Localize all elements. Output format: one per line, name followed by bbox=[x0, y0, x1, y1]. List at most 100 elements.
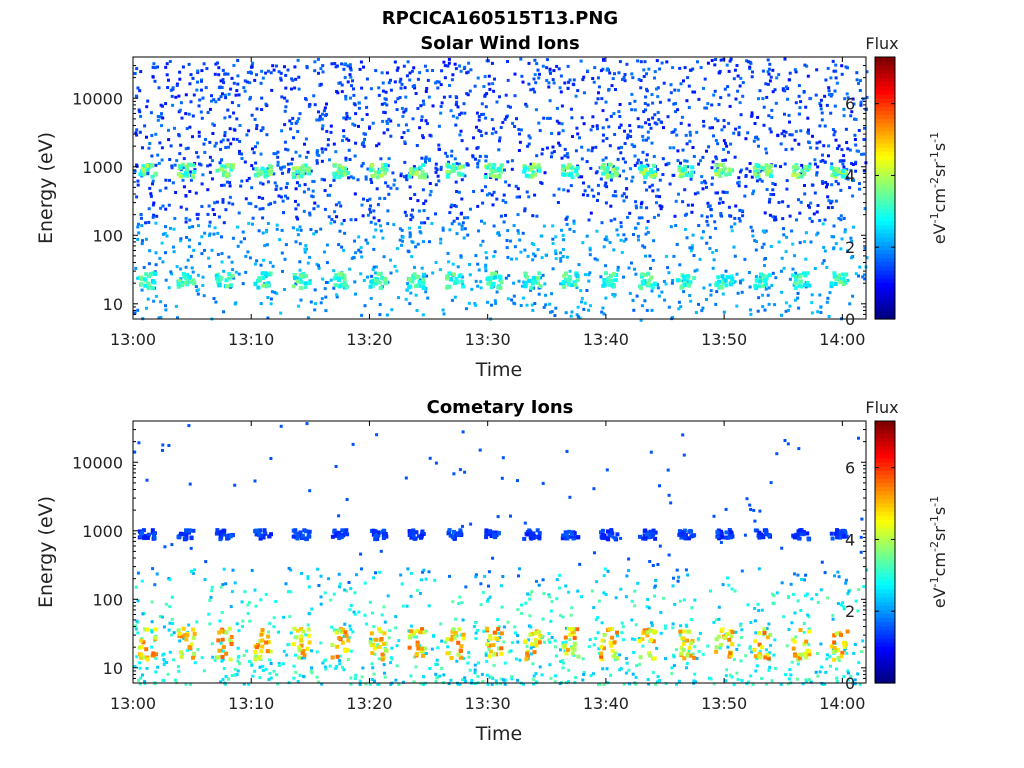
spectrogram-cell bbox=[810, 301, 814, 305]
spectrogram-cell bbox=[372, 235, 376, 239]
spectrogram-cell bbox=[688, 133, 692, 137]
spectrogram-cell bbox=[690, 246, 694, 250]
spectrogram-cell bbox=[326, 143, 330, 147]
spectrogram-cell bbox=[834, 199, 838, 203]
spectrogram-cell bbox=[192, 281, 197, 286]
colorbar-segment bbox=[875, 261, 895, 267]
spectrogram-cell bbox=[518, 132, 521, 136]
spectrogram-cell bbox=[721, 159, 725, 162]
spectrogram-cell bbox=[177, 631, 182, 636]
spectrogram-cell bbox=[861, 275, 865, 279]
spectrogram-cell bbox=[729, 274, 734, 279]
spectrogram-cell bbox=[627, 682, 631, 686]
spectrogram-cell bbox=[150, 530, 155, 535]
spectrogram-cell bbox=[662, 126, 665, 130]
spectrogram-cell bbox=[567, 172, 572, 177]
spectrogram-cell bbox=[419, 231, 423, 235]
spectrogram-cell bbox=[732, 658, 736, 661]
spectrogram-cell bbox=[337, 572, 341, 576]
spectrogram-cell bbox=[220, 164, 225, 169]
spectrogram-cell bbox=[763, 278, 768, 283]
spectrogram-cell bbox=[836, 182, 840, 186]
spectrogram-cell bbox=[360, 203, 364, 207]
spectrogram-cell bbox=[463, 65, 467, 69]
spectrogram-cell bbox=[289, 631, 293, 635]
spectrogram-cell bbox=[517, 231, 520, 235]
spectrogram-cell bbox=[557, 121, 561, 125]
spectrogram-cell bbox=[799, 279, 803, 284]
spectrogram-cell bbox=[342, 67, 346, 71]
spectrogram-cell bbox=[681, 115, 684, 119]
spectrogram-cell bbox=[458, 133, 462, 137]
spectrogram-cell bbox=[429, 189, 433, 193]
spectrogram-cell bbox=[272, 625, 276, 629]
spectrogram-cell bbox=[339, 173, 344, 178]
spectrogram-cell bbox=[172, 227, 176, 231]
spectrogram-cell bbox=[608, 144, 612, 148]
spectrogram-cell bbox=[487, 82, 491, 86]
spectrogram-cell bbox=[695, 657, 699, 660]
spectrogram-cell bbox=[135, 133, 139, 137]
spectrogram-cell bbox=[650, 93, 654, 96]
spectrogram-cell bbox=[569, 107, 573, 111]
spectrogram-cell bbox=[497, 274, 502, 279]
spectrogram-cell bbox=[261, 76, 265, 80]
spectrogram-cell bbox=[784, 673, 787, 677]
spectrogram-cell bbox=[137, 231, 141, 235]
spectrogram-cell bbox=[299, 643, 304, 648]
spectrogram-cell bbox=[146, 286, 151, 291]
spectrogram-cell bbox=[349, 682, 353, 686]
spectrogram-cell bbox=[348, 158, 352, 161]
spectrogram-cell bbox=[263, 273, 268, 278]
spectrogram-cell bbox=[150, 645, 154, 649]
spectrogram-cell bbox=[562, 238, 565, 242]
spectrogram-cell bbox=[393, 60, 397, 64]
spectrogram-cell bbox=[717, 168, 722, 173]
spectrogram-cell bbox=[560, 122, 564, 126]
spectrogram-cell bbox=[296, 203, 300, 207]
spectrogram-cell bbox=[779, 682, 783, 686]
spectrogram-cell bbox=[253, 649, 258, 654]
spectrogram-cell bbox=[725, 668, 729, 672]
spectrogram-cell bbox=[342, 116, 346, 120]
spectrogram-cell bbox=[561, 164, 566, 169]
spectrogram-cell bbox=[211, 655, 215, 659]
spectrogram-cell bbox=[851, 163, 855, 166]
spectrogram-cell bbox=[790, 229, 794, 233]
spectrogram-cell bbox=[575, 126, 579, 130]
spectrogram-cell bbox=[299, 280, 304, 285]
spectrogram-cell bbox=[816, 165, 820, 169]
spectrogram-cell bbox=[233, 667, 237, 671]
spectrogram-cell bbox=[300, 166, 305, 171]
spectrogram-cell bbox=[771, 188, 775, 192]
spectrogram-cell bbox=[837, 659, 841, 663]
spectrogram-cell bbox=[536, 248, 540, 252]
spectrogram-cell bbox=[210, 585, 214, 589]
spectrogram-cell bbox=[553, 645, 557, 649]
spectrogram-cell bbox=[454, 276, 459, 281]
spectrogram-cell bbox=[788, 214, 792, 218]
spectrogram-cell bbox=[846, 671, 850, 675]
spectrogram-cell bbox=[587, 308, 591, 312]
spectrogram-cell bbox=[622, 169, 626, 173]
spectrogram-cell bbox=[730, 277, 735, 281]
spectrogram-cell bbox=[156, 665, 160, 669]
spectrogram-cell bbox=[567, 590, 571, 594]
spectrogram-cell bbox=[248, 619, 252, 623]
spectrogram-cell bbox=[218, 619, 222, 623]
spectrogram-cell bbox=[269, 165, 274, 169]
spectrogram-cell bbox=[555, 578, 559, 582]
spectrogram-cell bbox=[529, 286, 534, 290]
spectrogram-cell bbox=[569, 165, 574, 170]
spectrogram-cell bbox=[479, 130, 483, 134]
spectrogram-cell bbox=[640, 279, 645, 284]
spectrogram-cell bbox=[258, 533, 263, 538]
spectrogram-cell bbox=[238, 149, 241, 153]
spectrogram-cell bbox=[215, 528, 220, 533]
spectrogram-cell bbox=[342, 134, 346, 138]
spectrogram-cell bbox=[276, 150, 280, 154]
spectrogram-cell bbox=[842, 165, 846, 169]
spectrogram-cell bbox=[530, 590, 534, 594]
spectrogram-cell bbox=[167, 78, 170, 82]
spectrogram-cell bbox=[531, 87, 535, 91]
